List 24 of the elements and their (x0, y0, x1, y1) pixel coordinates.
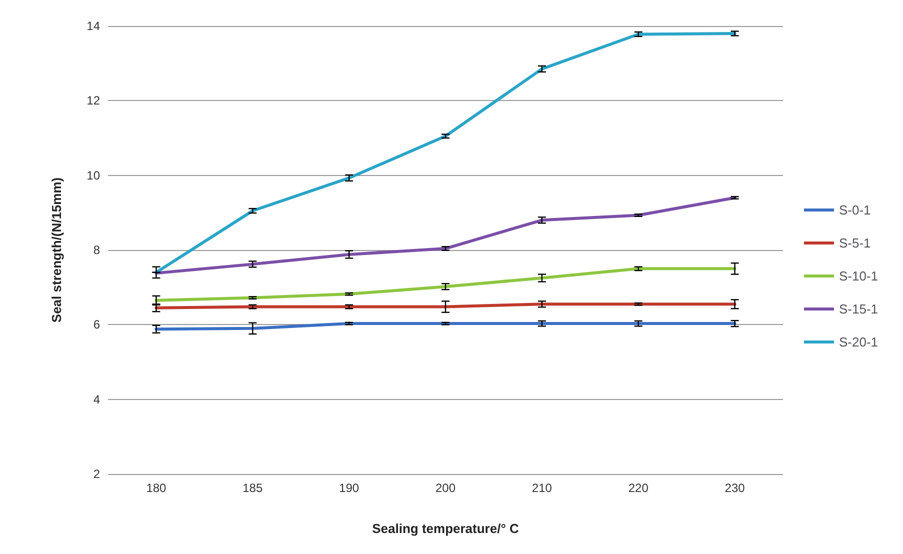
x-tick-label: 180 (146, 481, 167, 495)
x-tick-label: 210 (532, 481, 552, 495)
y-tick-label: 8 (93, 243, 100, 257)
line-series (154, 32, 736, 274)
y-tick-label: 2 (93, 467, 100, 481)
x-tick-label: 185 (242, 481, 263, 495)
x-tick-label: 200 (435, 481, 456, 495)
x-tick-label: 220 (628, 481, 649, 495)
x-axis-title: Sealing temperature/° C (372, 521, 520, 536)
y-tick-label: 14 (86, 19, 100, 33)
y-tick-label: 10 (86, 168, 100, 182)
legend-label: S-0-1 (838, 202, 871, 218)
y-tick-label: 12 (86, 94, 100, 108)
legend-label: S-10-1 (838, 268, 878, 284)
y-tick-label: 6 (93, 318, 100, 332)
y-axis-title: Seal strength/(N/15mm) (49, 177, 64, 323)
legend-label: S-15-1 (838, 302, 878, 316)
y-tick-label: 4 (93, 392, 100, 406)
x-tick-label: 190 (339, 481, 360, 495)
x-tick-label: 230 (724, 481, 746, 495)
legend-label: S-5-1 (838, 236, 871, 250)
line-series (154, 267, 736, 302)
line-series (154, 196, 736, 275)
legend-label: S-20-1 (838, 334, 878, 350)
